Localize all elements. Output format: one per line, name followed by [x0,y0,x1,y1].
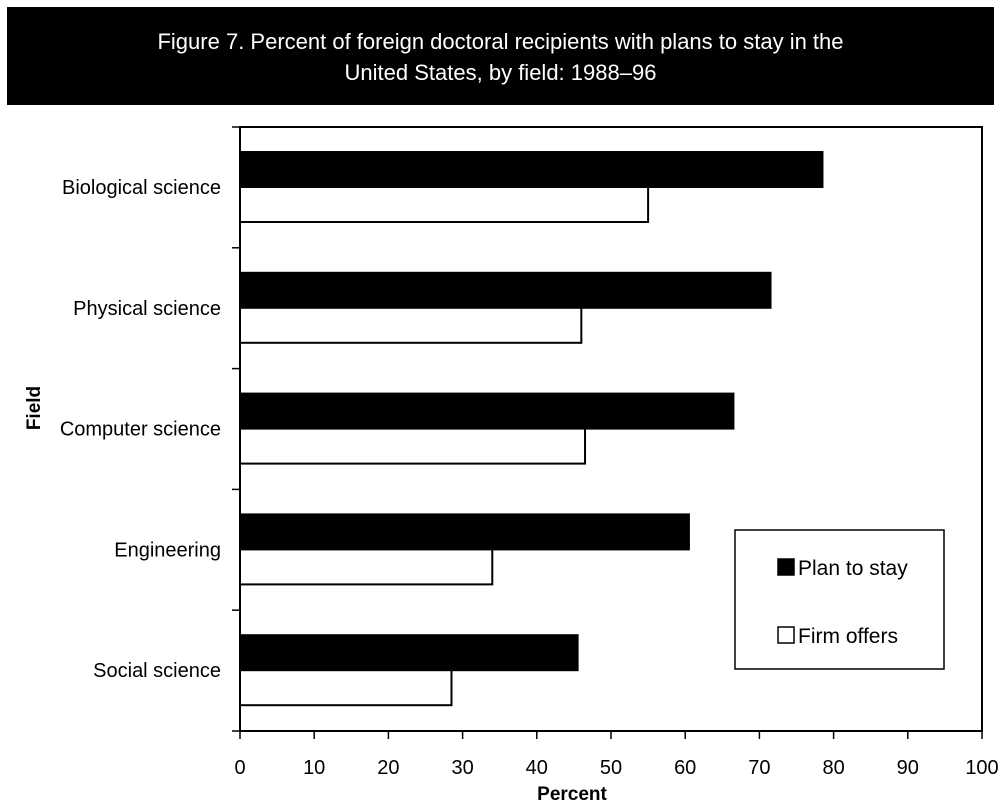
y-axis-title: Field [24,386,45,430]
bar-firm-offers-engineering [239,548,494,586]
category-label-social-science: Social science [93,660,221,682]
legend-swatch-firm-offers [777,626,795,644]
x-tick-label: 20 [377,757,399,779]
x-tick-label: 40 [526,757,548,779]
x-tick-label: 60 [674,757,696,779]
x-tick-label: 100 [965,757,998,779]
x-tick-label: 80 [822,757,844,779]
x-axis-title: Percent [537,784,607,804]
figure-title-line-2: United States, by field: 1988–96 [344,60,657,85]
legend-box [734,529,945,670]
legend-label-firm-offers: Firm offers [798,625,898,648]
figure-title: Figure 7. Percent of foreign doctoral re… [7,7,994,105]
bar-firm-offers-physical-science [239,306,583,344]
bars-group [239,151,824,707]
bar-firm-offers-social-science [239,669,453,707]
legend-label-plan-to-stay: Plan to stay [798,557,908,580]
category-label-biological-science: Biological science [62,177,221,199]
figure-title-line-1: Figure 7. Percent of foreign doctoral re… [157,29,844,54]
y-ticks-group [232,126,240,732]
category-labels-group: Biological science Physical science Comput… [60,177,221,682]
x-tick-label: 10 [303,757,325,779]
x-tick-label: 0 [234,757,245,779]
x-ticks-group: 0 10 20 30 40 50 60 70 80 90 100 [234,731,999,779]
bar-plan-to-stay-physical-science [239,271,772,309]
bar-plan-to-stay-engineering [239,513,690,551]
category-label-engineering: Engineering [114,539,221,561]
x-tick-label: 90 [897,757,919,779]
x-tick-label: 70 [748,757,770,779]
bar-plan-to-stay-biological-science [239,151,824,188]
category-label-computer-science: Computer science [60,419,221,441]
bar-firm-offers-computer-science [239,427,587,465]
bar-firm-offers-biological-science [239,186,650,223]
bar-plan-to-stay-social-science [239,634,579,672]
legend-swatch-plan-to-stay [777,558,795,576]
x-tick-label: 50 [600,757,622,779]
bar-plan-to-stay-computer-science [239,392,735,430]
category-label-physical-science: Physical science [73,298,221,320]
x-tick-label: 30 [451,757,473,779]
legend: Plan to stay Firm offers [734,529,945,670]
